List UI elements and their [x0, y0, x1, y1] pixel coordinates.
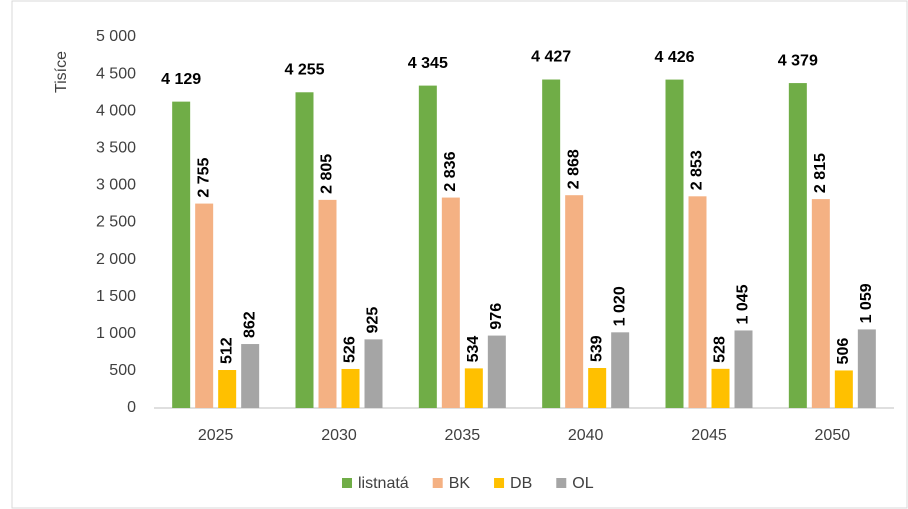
bar	[542, 79, 561, 408]
legend-swatch	[556, 478, 567, 488]
value-label: 862	[241, 311, 258, 338]
chart-frame	[11, 0, 908, 509]
y-tick-label: 5 000	[96, 28, 136, 45]
value-label: 4 379	[778, 52, 818, 69]
value-label: 1 045	[735, 284, 752, 324]
y-tick-label: 0	[127, 399, 136, 416]
bar	[711, 368, 730, 408]
legend-label: DB	[510, 475, 532, 492]
legend-label: BK	[449, 475, 471, 492]
value-label: 1 059	[858, 283, 875, 323]
bar	[588, 368, 607, 408]
x-tick-label: 2040	[568, 427, 604, 444]
bar	[241, 344, 260, 408]
legend-swatch	[342, 478, 352, 488]
bar	[341, 368, 360, 408]
value-label: 925	[365, 307, 382, 334]
value-label: 506	[835, 338, 852, 365]
value-label: 4 427	[531, 49, 571, 66]
value-label: 2 853	[689, 150, 706, 190]
y-tick-label: 1 500	[96, 288, 136, 305]
bar	[811, 199, 830, 408]
value-label: 2 868	[565, 149, 582, 189]
bar	[665, 79, 684, 409]
x-tick-label: 2045	[691, 427, 727, 444]
y-tick-label: 3 000	[96, 177, 136, 194]
legend-swatch	[494, 478, 505, 488]
bar	[318, 199, 337, 408]
value-label: 2 836	[442, 151, 459, 191]
bar	[565, 195, 584, 408]
x-tick-label: 2035	[445, 427, 481, 444]
y-tick-label: 2 500	[96, 214, 136, 231]
value-label: 534	[465, 336, 482, 363]
bar	[834, 370, 853, 408]
y-tick-label: 500	[109, 362, 136, 379]
bar	[857, 329, 876, 408]
y-tick-label: 3 500	[96, 140, 136, 157]
bar	[418, 85, 437, 408]
x-tick-label: 2030	[321, 427, 357, 444]
value-label: 4 129	[161, 71, 201, 88]
bar	[172, 101, 191, 408]
bar	[364, 339, 383, 408]
bar	[688, 196, 707, 408]
bar	[788, 83, 807, 409]
value-label: 4 255	[284, 61, 324, 78]
y-tick-label: 1 000	[96, 325, 136, 342]
value-label: 526	[342, 336, 359, 363]
value-label: 2 815	[812, 153, 829, 193]
x-tick-label: 2050	[815, 427, 851, 444]
bar	[487, 335, 506, 408]
bar	[611, 332, 630, 408]
legend-label: OL	[572, 475, 593, 492]
y-tick-label: 4 000	[96, 102, 136, 119]
value-label: 528	[712, 336, 729, 363]
value-label: 4 345	[408, 55, 448, 72]
y-axis-title: Tisíce	[53, 51, 70, 93]
legend-swatch	[432, 478, 443, 488]
bar	[295, 92, 314, 409]
value-label: 1 020	[611, 286, 628, 326]
value-label: 2 755	[195, 157, 212, 197]
bar	[441, 197, 460, 408]
value-label: 539	[588, 335, 605, 362]
x-tick-label: 2025	[198, 427, 234, 444]
y-tick-label: 4 500	[96, 65, 136, 82]
bar	[218, 370, 237, 408]
legend-label: listnatá	[358, 475, 409, 492]
bar	[464, 368, 483, 408]
bar	[734, 330, 753, 408]
value-label: 2 805	[319, 154, 336, 194]
value-label: 512	[218, 337, 235, 364]
bar	[195, 203, 214, 408]
y-tick-label: 2 000	[96, 251, 136, 268]
value-label: 976	[488, 303, 505, 330]
value-label: 4 426	[654, 49, 694, 66]
